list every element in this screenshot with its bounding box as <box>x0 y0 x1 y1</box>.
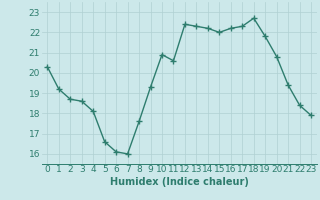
X-axis label: Humidex (Indice chaleur): Humidex (Indice chaleur) <box>110 177 249 187</box>
